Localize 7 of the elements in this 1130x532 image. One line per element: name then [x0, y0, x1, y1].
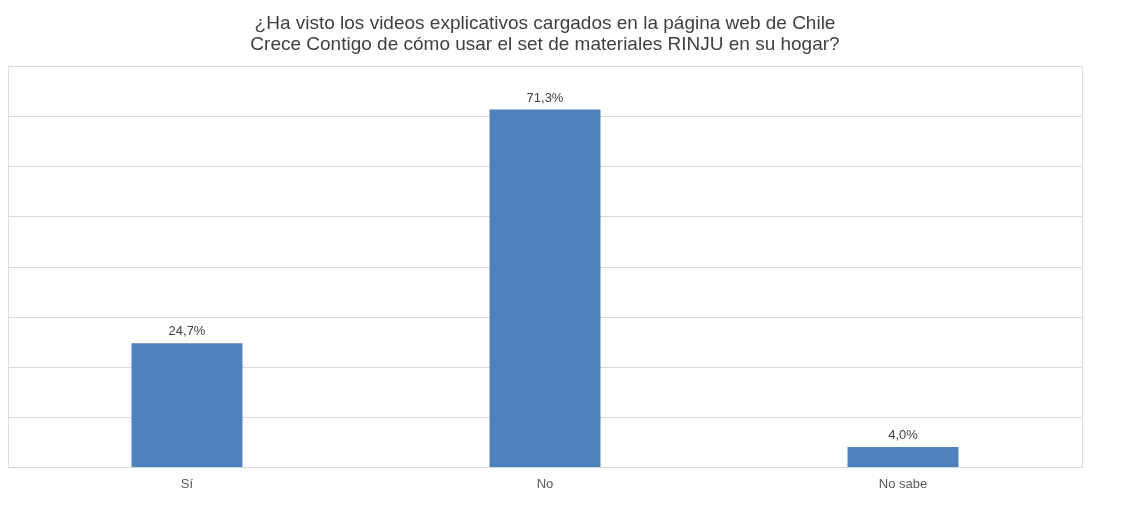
data-label: 24,7% — [168, 323, 206, 339]
data-label: 4,0% — [888, 426, 919, 442]
x-tick-label: No — [536, 475, 554, 491]
x-tick-label: Sí — [180, 475, 194, 491]
chart-title: ¿Ha visto los videos explicativos cargados en la página web de Chile Crece Contigo de cómo usar el set de materiales RINJU en su hogar? — [250, 12, 840, 54]
x-tick-label: No sabe — [878, 475, 928, 491]
data-label: 71,3% — [526, 89, 564, 105]
